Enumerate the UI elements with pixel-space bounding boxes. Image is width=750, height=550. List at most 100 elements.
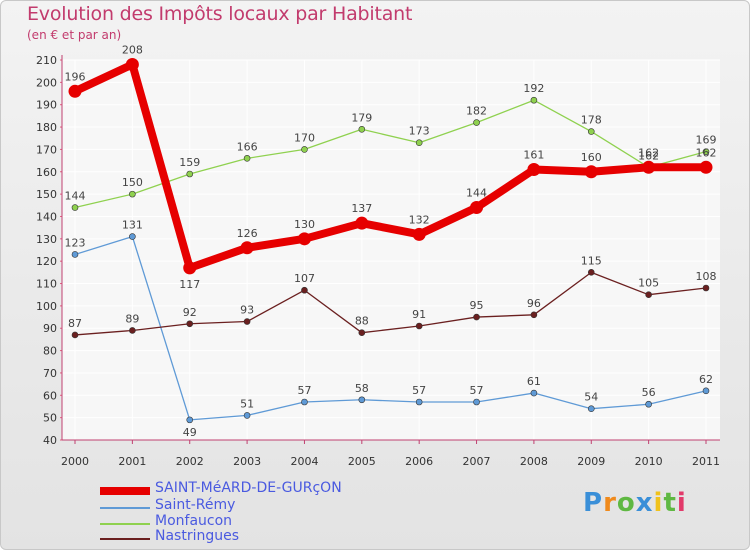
- legend-label-saint-remy: Saint-Rémy: [155, 497, 236, 513]
- data-point: [301, 146, 308, 153]
- legend-label-nastringues: Nastringues: [155, 528, 240, 544]
- data-point: [702, 148, 710, 155]
- data-label: 91: [412, 308, 426, 321]
- data-point: [301, 398, 308, 406]
- data-point: [358, 396, 366, 404]
- y-tick-label: 80: [43, 345, 57, 358]
- data-label: 161: [523, 149, 544, 162]
- data-label: 166: [237, 140, 258, 153]
- data-point: [358, 329, 366, 337]
- data-point: [527, 163, 541, 177]
- data-point: [243, 155, 251, 162]
- x-tick-label: 2003: [233, 455, 261, 468]
- plot-area: [62, 60, 720, 440]
- data-point: [355, 216, 369, 230]
- y-tick-label: 200: [36, 76, 57, 89]
- y-tick-label: 170: [36, 143, 57, 156]
- data-label: 54: [584, 391, 598, 404]
- data-label: 57: [297, 384, 311, 397]
- data-label: 115: [581, 254, 602, 267]
- legend-swatch-monfaucon: [100, 523, 150, 525]
- data-label: 208: [122, 43, 143, 56]
- data-point: [129, 233, 136, 240]
- x-tick-label: 2006: [405, 455, 433, 468]
- data-label: 196: [65, 70, 86, 83]
- data-point: [358, 125, 366, 133]
- data-label: 58: [355, 382, 369, 395]
- data-label: 130: [294, 218, 315, 231]
- data-label: 162: [696, 146, 717, 159]
- x-tick-label: 2009: [577, 455, 605, 468]
- data-label: 93: [240, 304, 254, 317]
- data-point: [415, 322, 423, 330]
- data-point: [530, 96, 538, 104]
- data-point: [584, 165, 598, 179]
- data-label: 96: [527, 297, 541, 310]
- data-label: 192: [523, 82, 544, 95]
- data-label: 62: [699, 373, 713, 386]
- x-tick-label: 2002: [176, 455, 204, 468]
- data-label: 173: [409, 125, 430, 138]
- legend-swatch-nastringues: [100, 538, 150, 540]
- data-label: 92: [183, 306, 197, 319]
- data-label: 162: [638, 149, 659, 162]
- data-label: 56: [642, 386, 656, 399]
- y-tick-label: 150: [36, 188, 57, 201]
- data-point: [470, 201, 484, 215]
- data-label: 57: [470, 384, 484, 397]
- x-tick-label: 2005: [348, 455, 376, 468]
- y-tick-label: 160: [36, 166, 57, 179]
- data-point: [702, 284, 710, 292]
- series-line-1: [74, 235, 707, 421]
- data-point: [645, 400, 652, 408]
- y-tick-label: 40: [43, 434, 57, 447]
- x-tick-label: 2010: [635, 455, 663, 468]
- data-label: 132: [409, 213, 430, 226]
- legend-item-nastringues: Nastringues: [100, 528, 400, 546]
- y-tick-label: 90: [43, 322, 57, 335]
- data-point: [186, 170, 194, 178]
- data-label: 144: [65, 190, 86, 203]
- y-tick-label: 100: [36, 300, 57, 313]
- legend-label-monfaucon: Monfaucon: [155, 513, 233, 529]
- data-label: 162: [638, 146, 659, 159]
- chart-title: Evolution des Impôts locaux par Habitant: [27, 3, 413, 25]
- data-point: [699, 160, 713, 174]
- data-label: 179: [351, 111, 372, 124]
- data-label: 61: [527, 375, 541, 388]
- data-point: [530, 311, 538, 319]
- data-point: [412, 227, 426, 241]
- y-tick-label: 110: [36, 278, 57, 291]
- chart-subtitle: (en € et par an): [27, 28, 122, 42]
- data-label: 105: [638, 277, 659, 290]
- data-label: 131: [122, 219, 143, 232]
- data-point: [587, 405, 595, 413]
- data-point: [587, 269, 595, 276]
- data-point: [645, 291, 652, 299]
- data-label: 108: [696, 270, 717, 283]
- data-point: [473, 313, 480, 321]
- data-point: [240, 241, 254, 255]
- data-point: [186, 416, 194, 424]
- series-line-3: [74, 271, 707, 336]
- proxiti-logo: Proxiti: [583, 488, 687, 518]
- data-label: 87: [68, 317, 82, 330]
- data-label: 178: [581, 114, 602, 127]
- data-point: [125, 57, 139, 71]
- y-tick-label: 210: [36, 54, 57, 67]
- data-label: 57: [412, 384, 426, 397]
- legend-item-saint-meard: SAINT-MéARD-DE-GURçON: [100, 480, 400, 498]
- y-tick-label: 120: [36, 255, 57, 268]
- data-point: [129, 190, 136, 198]
- data-label: 159: [179, 156, 200, 169]
- x-tick-label: 2008: [520, 455, 548, 468]
- data-point: [530, 389, 538, 397]
- data-label: 49: [183, 426, 197, 439]
- data-point: [71, 204, 79, 211]
- series-line-0: [71, 60, 710, 272]
- data-point: [243, 318, 251, 325]
- data-point: [702, 387, 710, 395]
- data-point: [473, 119, 480, 126]
- y-tick-label: 190: [36, 99, 57, 112]
